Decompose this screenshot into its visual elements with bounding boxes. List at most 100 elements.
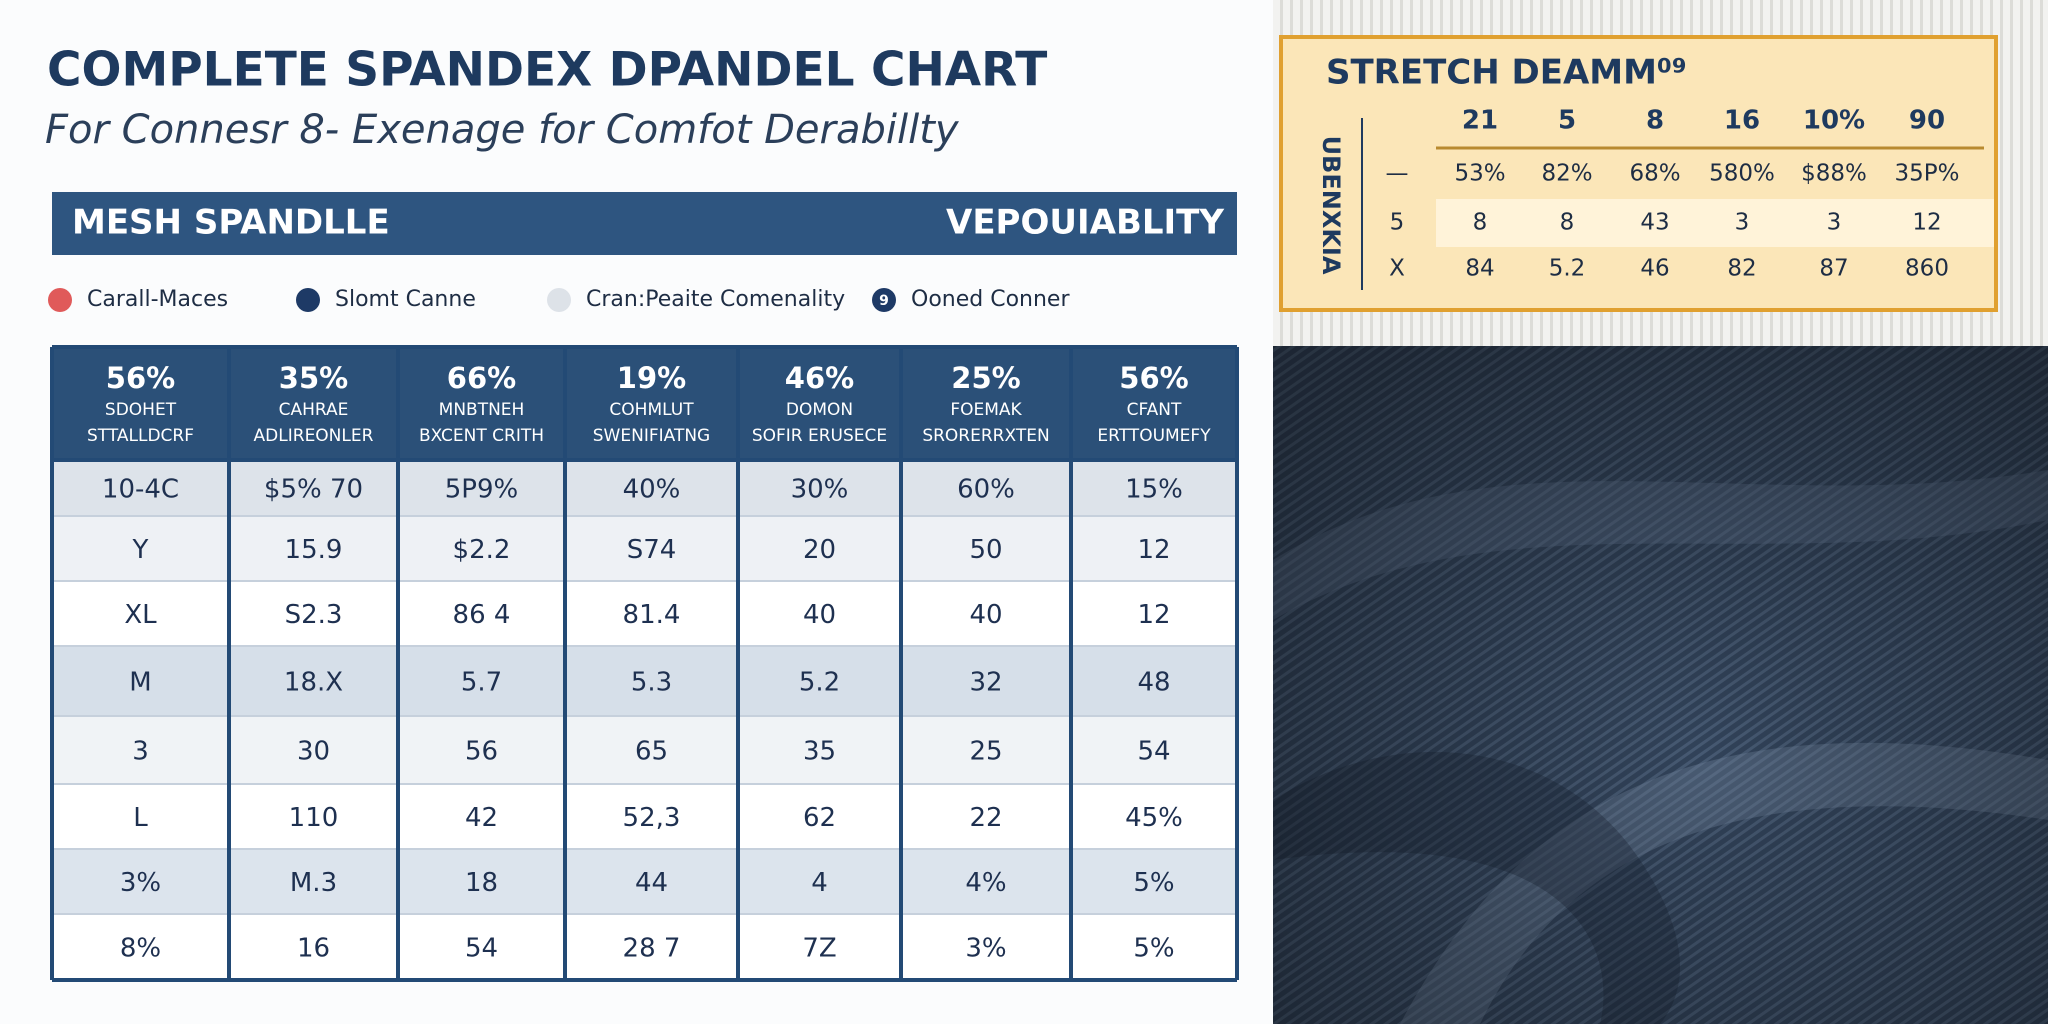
side-vertical-label: UBENXKIA [1317, 136, 1345, 275]
table-cell: 40% [623, 475, 681, 505]
banner-right: VEPOUIABLITY [946, 203, 1224, 243]
side-cell: 8 [1560, 210, 1575, 236]
table-cell: 52,3 [623, 803, 681, 833]
fabric-shade [1273, 346, 2048, 1024]
header-value: 19% [617, 361, 686, 395]
side-header: 8 [1646, 106, 1664, 136]
table-cell: 10-4C [102, 475, 179, 505]
title: COMPLETE SPANDEX DPANDEL CHART [47, 43, 1047, 98]
header-label: BXCENT CRITH [419, 426, 544, 446]
table-cell: XL [124, 600, 157, 630]
side-cell: 68% [1629, 161, 1680, 187]
header-label: FOEMAK [950, 400, 1022, 420]
side-cell: 5 [1390, 210, 1405, 236]
table-cell: M.3 [290, 868, 337, 898]
table-cell: 42 [465, 803, 498, 833]
side-cell: 82 [1727, 256, 1756, 282]
table-cell: 62 [803, 803, 836, 833]
header-value: 56% [106, 361, 175, 395]
header-label: COHMLUT [609, 400, 694, 420]
table-cell: S2.3 [285, 600, 343, 630]
table-cell: 20 [803, 535, 836, 565]
side-cell: 580% [1709, 161, 1775, 187]
table-cell: 48 [1137, 668, 1170, 698]
side-cell: 84 [1465, 256, 1494, 282]
table-row-bg [52, 581, 1237, 646]
table-cell: 28 7 [623, 934, 681, 964]
table-cell: L [133, 803, 148, 833]
header-label: SDOHET [105, 400, 177, 420]
table-cell: 18.X [284, 668, 343, 698]
header-label: ERTTOUMEFY [1097, 426, 1211, 446]
header-label: SWENIFIATNG [593, 426, 710, 446]
table-row-bg [52, 716, 1237, 784]
side-header: 10% [1803, 106, 1865, 136]
table-cell: 40 [803, 600, 836, 630]
legend-icon: 9 [879, 293, 889, 309]
table-cell: 4 [811, 868, 828, 898]
table-cell: 35 [803, 737, 836, 767]
table-cell: 40 [969, 600, 1002, 630]
table-cell: 45% [1125, 803, 1183, 833]
side-cell: 82% [1541, 161, 1592, 187]
table-cell: $2.2 [453, 535, 511, 565]
side-header: 16 [1724, 106, 1760, 136]
side-cell: 43 [1640, 210, 1669, 236]
side-cell: 3 [1827, 210, 1842, 236]
table-cell: 54 [1137, 737, 1170, 767]
table-cell: 18 [465, 868, 498, 898]
table-cell: 44 [635, 868, 668, 898]
header-label: SOFIR ERUSECE [752, 426, 887, 446]
table-cell: 30% [791, 475, 849, 505]
side-header: 5 [1558, 106, 1576, 136]
header-label: ADLIREONLER [254, 426, 374, 446]
table-cell: S74 [627, 535, 677, 565]
side-cell: $88% [1801, 161, 1867, 187]
table-row-bg [52, 460, 1237, 516]
side-cell: 12 [1912, 210, 1941, 236]
table-cell: 15% [1125, 475, 1183, 505]
side-header: 90 [1909, 106, 1945, 136]
table-cell: 5% [1133, 934, 1174, 964]
table-cell: 60% [957, 475, 1015, 505]
legend-dot [48, 288, 72, 312]
header-value: 35% [279, 361, 348, 395]
subtitle: For Connesr 8- Exenage for Comfot Derabi… [45, 107, 960, 153]
table-cell: 3% [120, 868, 161, 898]
side-cell: 46 [1640, 256, 1669, 282]
legend-label: Carall-Maces [87, 287, 228, 312]
table-row-bg [52, 784, 1237, 849]
table-cell: 5.2 [799, 668, 840, 698]
table-cell: 54 [465, 934, 498, 964]
header-value: 25% [951, 361, 1020, 395]
table-row-bg [52, 849, 1237, 914]
header-label: CAHRAE [279, 400, 349, 420]
table-cell: 12 [1137, 600, 1170, 630]
legend-dot [872, 288, 896, 312]
table-header-bg [52, 347, 1237, 460]
table-cell: 5% [1133, 868, 1174, 898]
side-cell: 35P% [1895, 161, 1960, 187]
header-label: CFANT [1127, 400, 1182, 420]
table-cell: 86 4 [453, 600, 511, 630]
side-title: STRETCH DEAMM⁰⁹ [1326, 53, 1687, 93]
banner [52, 192, 1237, 255]
table-row-bg [52, 646, 1237, 716]
header-value: 46% [785, 361, 854, 395]
side-cell: 5.2 [1549, 256, 1586, 282]
table-cell: 56 [465, 737, 498, 767]
table-cell: 30 [297, 737, 330, 767]
table-cell: 22 [969, 803, 1002, 833]
header-value: 56% [1119, 361, 1188, 395]
header-label: SRORERRXTEN [922, 426, 1049, 446]
side-cell: — [1386, 161, 1409, 187]
legend-dot [296, 288, 320, 312]
legend-label: Ooned Conner [911, 287, 1070, 312]
table-cell: 65 [635, 737, 668, 767]
legend-label: Cran:Peaite Comenality [586, 287, 845, 312]
table-cell: 81.4 [623, 600, 681, 630]
side-row-highlight [1436, 199, 1994, 247]
side-cell: 3 [1735, 210, 1750, 236]
side-panel [1279, 35, 1998, 312]
